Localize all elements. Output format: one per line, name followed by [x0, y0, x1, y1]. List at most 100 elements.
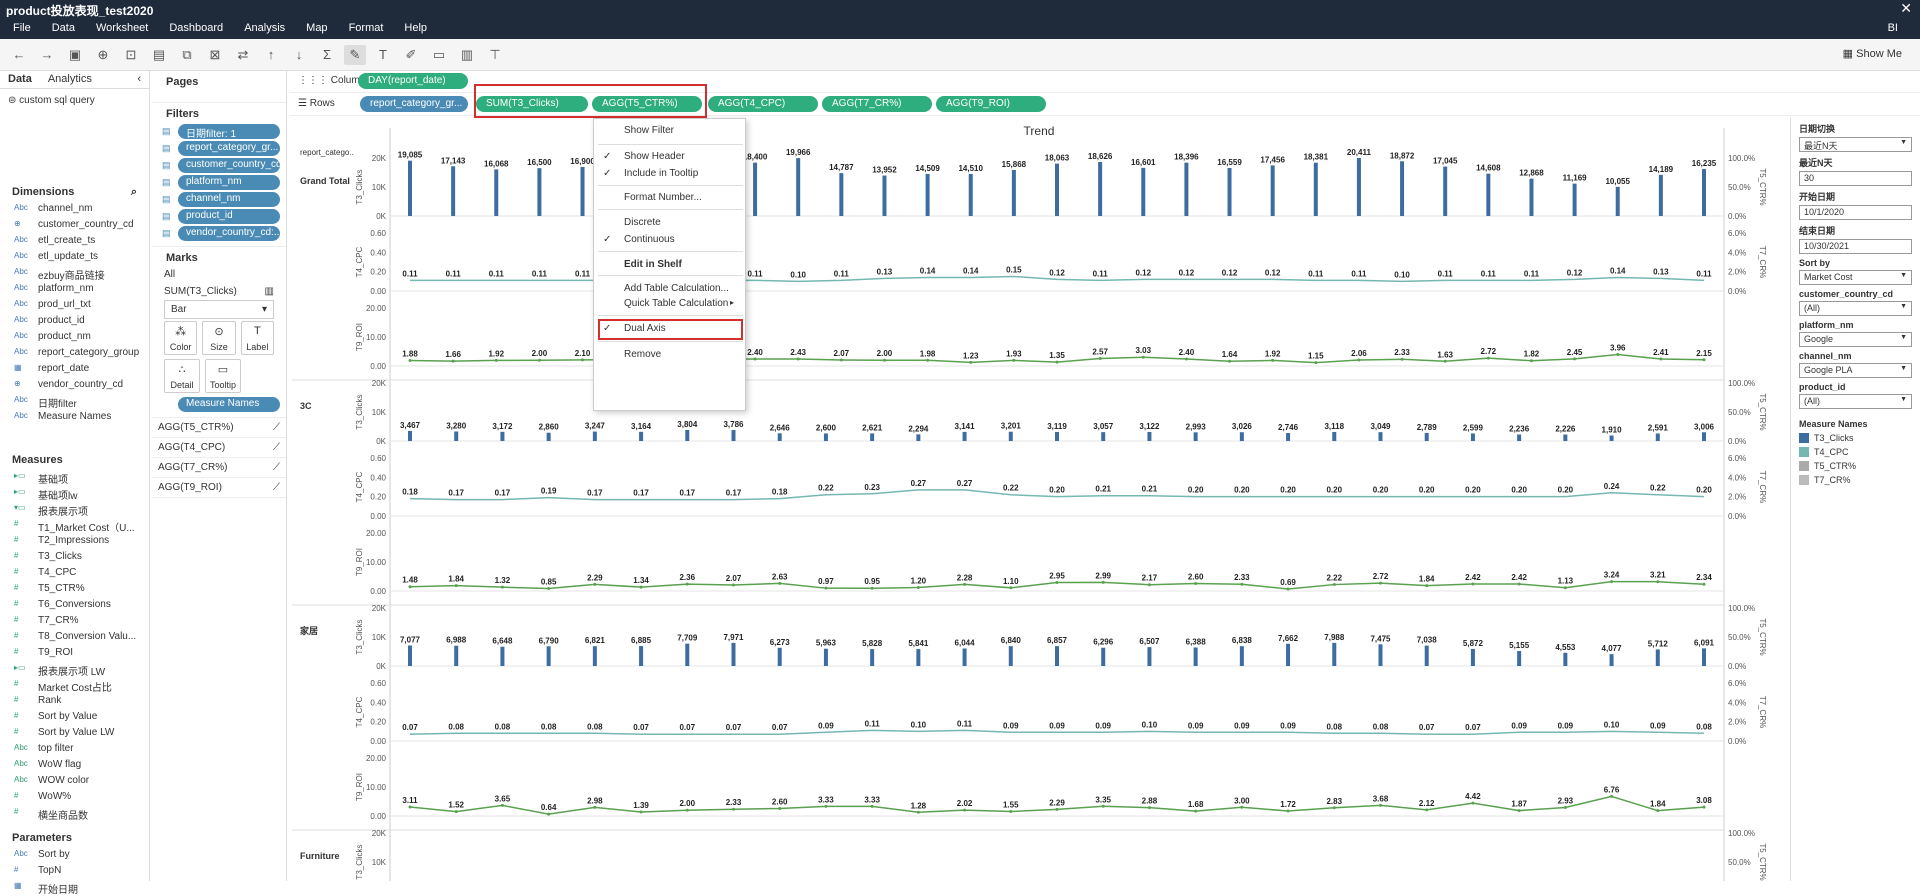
- roi-point[interactable]: [1563, 806, 1567, 810]
- roi-point[interactable]: [1659, 357, 1663, 361]
- clicks-bar[interactable]: [500, 646, 505, 666]
- clicks-bar[interactable]: [537, 168, 542, 216]
- filter-dropdown[interactable]: Google ▼: [1799, 332, 1912, 347]
- roi-point[interactable]: [454, 810, 458, 814]
- clicks-bar[interactable]: [1098, 161, 1103, 216]
- roi-point[interactable]: [1702, 805, 1706, 809]
- annotate-icon[interactable]: ✐: [405, 46, 417, 62]
- roi-point[interactable]: [753, 357, 757, 361]
- roi-point[interactable]: [1610, 580, 1614, 584]
- clicks-bar[interactable]: [1184, 162, 1189, 216]
- clicks-bar[interactable]: [1655, 433, 1660, 441]
- clicks-bar[interactable]: [1702, 648, 1706, 666]
- field-item[interactable]: # T4_CPC: [0, 566, 149, 582]
- clicks-bar[interactable]: [1055, 646, 1059, 666]
- roi-point[interactable]: [778, 806, 782, 810]
- menu-map[interactable]: Map: [306, 22, 328, 34]
- filter-pill[interactable]: report_category_gr...: [178, 141, 280, 156]
- roi-point[interactable]: [1240, 582, 1244, 586]
- sort-desc-icon[interactable]: ↓: [295, 46, 303, 62]
- context-menu-item[interactable]: Add Table Calculation...: [624, 283, 729, 294]
- measure-names-pill[interactable]: Measure Names: [178, 397, 280, 412]
- clicks-bar[interactable]: [962, 648, 967, 666]
- marks-all[interactable]: All: [164, 269, 176, 280]
- field-item[interactable]: Abc channel_nm: [0, 202, 149, 218]
- field-item[interactable]: # 横坐商品数: [0, 806, 149, 822]
- filter-dropdown[interactable]: 最近N天 ▼: [1799, 137, 1912, 152]
- context-menu-item[interactable]: Format Number...: [624, 192, 702, 203]
- field-item[interactable]: # T8_Conversion Valu...: [0, 630, 149, 646]
- clicks-bar[interactable]: [1227, 167, 1232, 216]
- clicks-bar[interactable]: [1655, 649, 1660, 666]
- clicks-bar[interactable]: [408, 645, 412, 666]
- clicks-bar[interactable]: [1563, 652, 1568, 666]
- clicks-bar[interactable]: [823, 648, 828, 666]
- roi-point[interactable]: [1147, 583, 1151, 587]
- clicks-bar[interactable]: [1008, 431, 1013, 441]
- rows-pill-roi[interactable]: AGG(T9_ROI): [936, 96, 1046, 112]
- clicks-bar[interactable]: [753, 162, 758, 216]
- roi-point[interactable]: [1101, 580, 1105, 584]
- roi-point[interactable]: [1443, 359, 1447, 363]
- clicks-bar[interactable]: [408, 430, 412, 441]
- clicks-bar[interactable]: [777, 433, 782, 441]
- field-item[interactable]: Abc WOW color: [0, 774, 149, 790]
- roi-point[interactable]: [1141, 355, 1145, 359]
- roi-point[interactable]: [963, 582, 967, 586]
- menu-data[interactable]: Data: [51, 22, 75, 34]
- roi-point[interactable]: [824, 804, 828, 808]
- roi-point[interactable]: [969, 360, 973, 364]
- tab-data[interactable]: Data: [8, 73, 32, 85]
- roi-point[interactable]: [1009, 586, 1013, 590]
- roi-point[interactable]: [547, 812, 551, 816]
- detail-button[interactable]: ∴ Detail: [164, 359, 200, 393]
- search-icon[interactable]: ⌕: [130, 186, 137, 198]
- size-button[interactable]: ⊙ Size: [202, 321, 236, 355]
- marks-measure-tab[interactable]: AGG(T5_CTR%) ⟋: [152, 418, 286, 438]
- roi-point[interactable]: [882, 358, 886, 362]
- clicks-bar[interactable]: [839, 173, 844, 216]
- roi-point[interactable]: [916, 586, 920, 590]
- rows-pill-cr[interactable]: AGG(T7_CR%): [822, 96, 932, 112]
- field-item[interactable]: Abc 日期filter: [0, 394, 149, 410]
- field-item[interactable]: ▦ report_date: [0, 362, 149, 378]
- color-button[interactable]: ⁂ Color: [164, 321, 198, 355]
- context-menu-item[interactable]: Remove: [624, 349, 662, 360]
- clicks-bar[interactable]: [916, 434, 921, 441]
- clicks-bar[interactable]: [1658, 174, 1663, 216]
- field-item[interactable]: # Sort by Value: [0, 710, 149, 726]
- clicks-bar[interactable]: [1239, 432, 1244, 441]
- clicks-bar[interactable]: [1702, 168, 1706, 216]
- close-icon[interactable]: ✕: [1900, 0, 1912, 16]
- roi-point[interactable]: [1379, 581, 1382, 585]
- roi-point[interactable]: [494, 358, 498, 362]
- context-menu-item[interactable]: Dual Axis: [624, 323, 666, 334]
- field-item[interactable]: Abc etl_update_ts: [0, 250, 149, 266]
- rows-pill-ctr[interactable]: AGG(T5_CTR%): [592, 96, 702, 112]
- field-item[interactable]: # Rank: [0, 694, 149, 710]
- field-item[interactable]: Abc product_id: [0, 314, 149, 330]
- rows-pill-clicks[interactable]: SUM(T3_Clicks): [476, 96, 588, 112]
- roi-point[interactable]: [1656, 580, 1660, 584]
- save-icon[interactable]: ▣: [68, 46, 82, 62]
- roi-point[interactable]: [1702, 358, 1706, 362]
- field-item[interactable]: # Market Cost占比: [0, 678, 149, 694]
- clicks-bar[interactable]: [1193, 432, 1198, 441]
- roi-point[interactable]: [1194, 581, 1198, 585]
- clicks-bar[interactable]: [580, 166, 585, 216]
- roi-point[interactable]: [1055, 580, 1059, 584]
- clicks-bar[interactable]: [1055, 163, 1059, 216]
- roi-point[interactable]: [454, 584, 458, 588]
- field-item[interactable]: Abc top filter: [0, 742, 149, 758]
- context-menu-item[interactable]: Continuous: [624, 234, 675, 245]
- highlight-icon[interactable]: ✎: [344, 44, 366, 65]
- columns-pill[interactable]: DAY(report_date): [358, 73, 468, 89]
- clicks-bar[interactable]: [1470, 433, 1475, 441]
- field-item[interactable]: ⊕ customer_country_cd: [0, 218, 149, 234]
- clicks-bar[interactable]: [1517, 651, 1522, 666]
- roi-point[interactable]: [916, 810, 920, 814]
- clicks-bar[interactable]: [1356, 158, 1361, 216]
- roi-point[interactable]: [839, 358, 843, 362]
- roi-point[interactable]: [870, 586, 874, 590]
- present-icon[interactable]: ⊤: [489, 46, 501, 62]
